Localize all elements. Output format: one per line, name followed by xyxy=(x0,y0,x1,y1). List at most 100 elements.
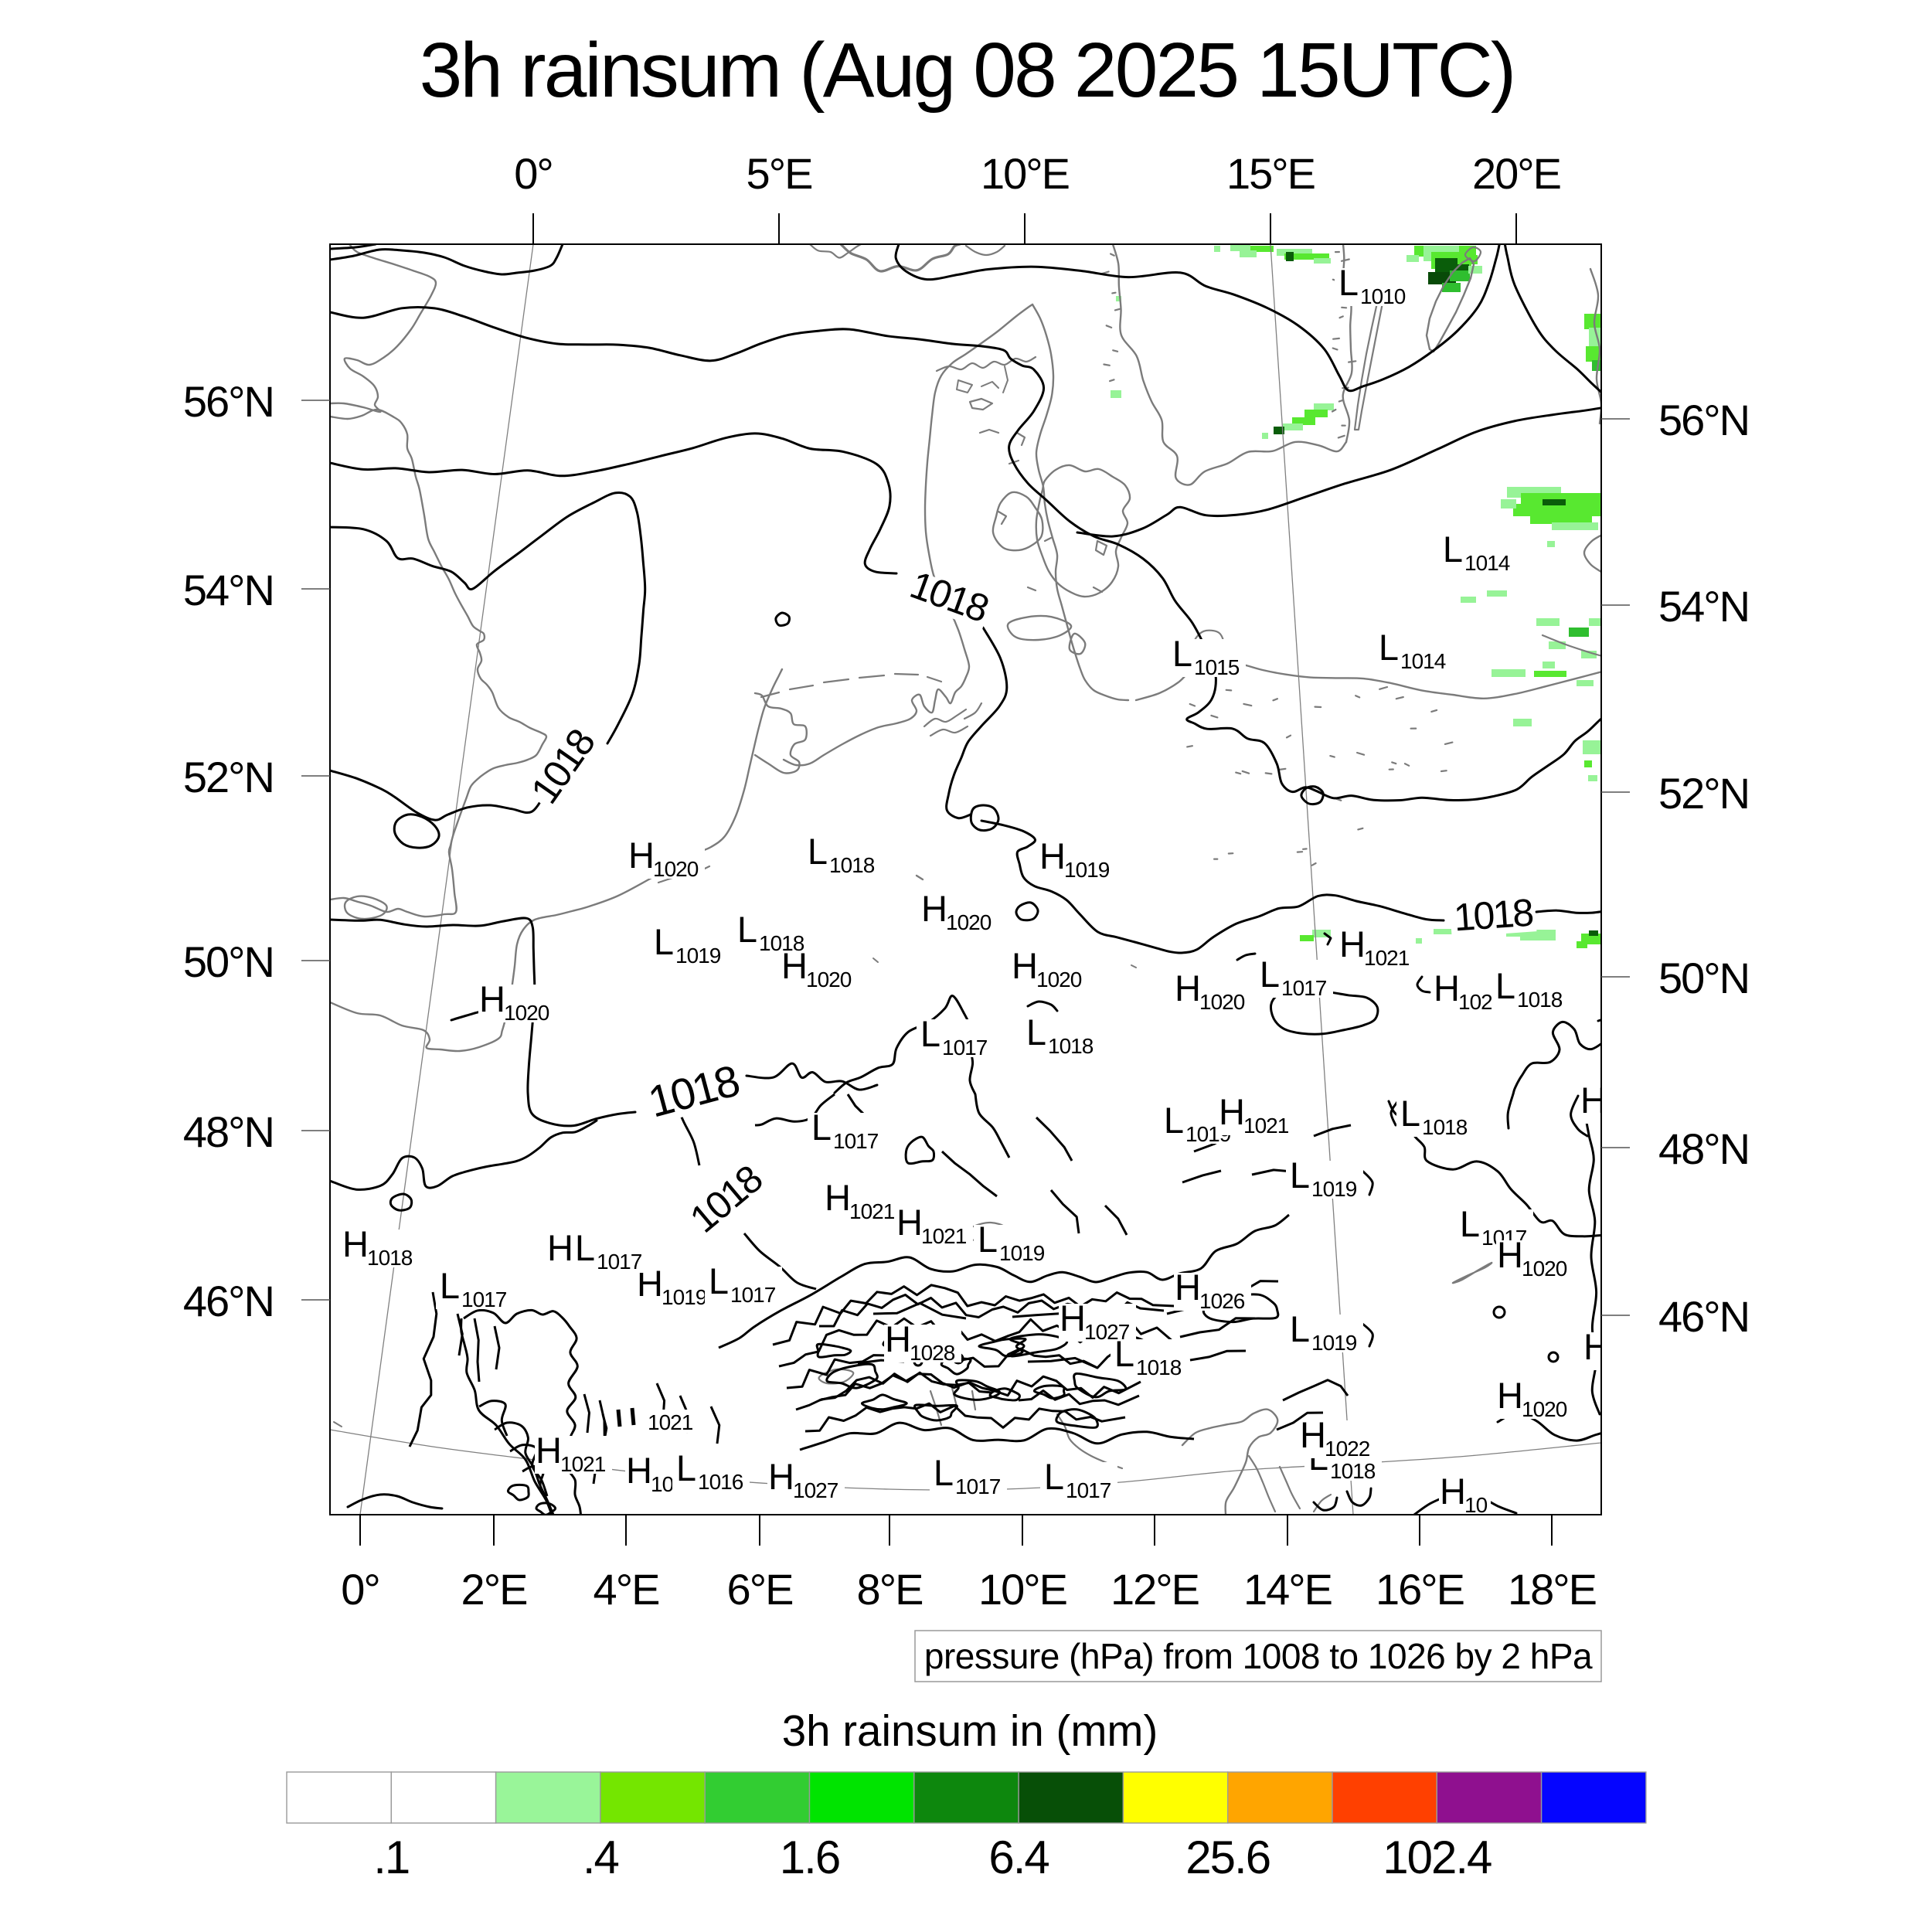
svg-text:5°E: 5°E xyxy=(747,149,812,198)
svg-text:L: L xyxy=(1460,1203,1480,1244)
svg-text:H: H xyxy=(479,978,505,1019)
svg-text:1.6: 1.6 xyxy=(780,1832,839,1883)
svg-text:14°E: 14°E xyxy=(1243,1565,1332,1614)
svg-text:102: 102 xyxy=(1458,990,1492,1014)
svg-text:20°E: 20°E xyxy=(1472,149,1560,198)
svg-text:52°N: 52°N xyxy=(1658,769,1749,818)
svg-text:L: L xyxy=(1400,1093,1420,1134)
svg-text:1018: 1018 xyxy=(1330,1459,1376,1483)
svg-text:H: H xyxy=(768,1456,794,1497)
svg-text:pressure (hPa) from 1008 to 10: pressure (hPa) from 1008 to 1026 by 2 hP… xyxy=(924,1636,1593,1676)
svg-text:1016: 1016 xyxy=(698,1470,743,1494)
svg-text:H: H xyxy=(1583,1326,1610,1367)
svg-text:52°N: 52°N xyxy=(183,753,274,801)
svg-text:6.4: 6.4 xyxy=(988,1832,1049,1883)
svg-text:2°E: 2°E xyxy=(461,1565,527,1614)
svg-text:1020: 1020 xyxy=(504,1001,549,1025)
svg-text:H: H xyxy=(781,945,808,986)
svg-text:50°N: 50°N xyxy=(183,937,274,986)
svg-text:6°E: 6°E xyxy=(727,1565,793,1614)
svg-text:3h rainsum in (mm): 3h rainsum in (mm) xyxy=(782,1706,1158,1755)
svg-text:8°E: 8°E xyxy=(857,1565,923,1614)
svg-text:1022: 1022 xyxy=(1325,1437,1370,1461)
svg-text:56°N: 56°N xyxy=(183,377,274,426)
svg-text:50°N: 50°N xyxy=(1658,954,1749,1002)
svg-text:H: H xyxy=(1300,1414,1326,1455)
svg-text:L: L xyxy=(654,921,674,962)
svg-text:4°E: 4°E xyxy=(594,1565,659,1614)
svg-text:H: H xyxy=(1219,1091,1245,1132)
svg-text:L: L xyxy=(1443,529,1463,570)
svg-text:1021: 1021 xyxy=(849,1199,895,1223)
svg-text:L: L xyxy=(1172,633,1192,674)
svg-text:1018: 1018 xyxy=(759,931,804,955)
svg-text:H: H xyxy=(1497,1234,1523,1275)
svg-text:L: L xyxy=(1290,1155,1310,1196)
svg-text:1014: 1014 xyxy=(1464,551,1510,575)
svg-text:12°E: 12°E xyxy=(1111,1565,1199,1614)
svg-text:L: L xyxy=(1338,262,1359,303)
svg-text:10°E: 10°E xyxy=(981,149,1069,198)
svg-text:1021: 1021 xyxy=(560,1452,606,1476)
svg-text:H: H xyxy=(342,1223,369,1264)
svg-text:10: 10 xyxy=(1464,1493,1488,1517)
svg-text:L: L xyxy=(676,1447,696,1488)
svg-text:1017: 1017 xyxy=(955,1475,1001,1498)
svg-text:1015: 1015 xyxy=(1194,655,1240,679)
svg-text:1017: 1017 xyxy=(1066,1478,1111,1502)
svg-text:102.4: 102.4 xyxy=(1383,1832,1492,1883)
svg-text:1017: 1017 xyxy=(942,1036,988,1060)
svg-text:56°N: 56°N xyxy=(1658,396,1749,444)
svg-text:16°E: 16°E xyxy=(1376,1565,1464,1614)
svg-text:48°N: 48°N xyxy=(183,1107,274,1156)
svg-text:15°E: 15°E xyxy=(1226,149,1315,198)
svg-text:L: L xyxy=(808,831,828,872)
svg-text:1018: 1018 xyxy=(1452,891,1534,940)
svg-text:H: H xyxy=(1339,923,1366,964)
svg-text:1017: 1017 xyxy=(597,1250,642,1274)
svg-text:1026: 1026 xyxy=(1199,1289,1245,1313)
svg-text:3h rainsum (Aug 08 2025 15UTC): 3h rainsum (Aug 08 2025 15UTC) xyxy=(420,27,1515,114)
svg-text:L: L xyxy=(1260,954,1280,995)
svg-text:H: H xyxy=(1039,835,1066,876)
svg-text:1014: 1014 xyxy=(1400,649,1446,673)
svg-text:H: H xyxy=(628,835,655,876)
svg-text:1020: 1020 xyxy=(946,910,992,934)
svg-text:1018: 1018 xyxy=(367,1246,413,1270)
svg-text:1018: 1018 xyxy=(1048,1034,1094,1058)
svg-text:1028: 1028 xyxy=(910,1341,955,1365)
svg-text:54°N: 54°N xyxy=(183,566,274,614)
svg-text:0°: 0° xyxy=(514,149,553,198)
svg-text:1017: 1017 xyxy=(1281,976,1327,1000)
svg-text:H: H xyxy=(547,1227,573,1268)
svg-text:1017: 1017 xyxy=(730,1283,776,1307)
svg-text:1018: 1018 xyxy=(1422,1115,1468,1139)
svg-text:1017: 1017 xyxy=(833,1129,879,1153)
svg-text:1019: 1019 xyxy=(1311,1331,1357,1355)
svg-text:L: L xyxy=(737,909,757,950)
svg-text:H: H xyxy=(1175,1267,1201,1308)
svg-text:10°E: 10°E xyxy=(978,1565,1066,1614)
svg-text:1020: 1020 xyxy=(806,968,852,992)
svg-text:L: L xyxy=(1164,1100,1184,1141)
svg-text:1020: 1020 xyxy=(653,857,699,881)
svg-text:H: H xyxy=(1497,1375,1523,1416)
svg-text:54°N: 54°N xyxy=(1658,582,1749,631)
svg-text:L: L xyxy=(1044,1456,1064,1497)
svg-text:1018: 1018 xyxy=(829,853,875,877)
svg-text:H: H xyxy=(1580,1080,1607,1121)
svg-text:H: H xyxy=(1434,968,1460,1009)
svg-text:L: L xyxy=(978,1219,998,1260)
svg-text:1018: 1018 xyxy=(1517,988,1563,1012)
svg-text:1019: 1019 xyxy=(675,944,721,968)
svg-text:H: H xyxy=(626,1450,652,1491)
svg-text:1019: 1019 xyxy=(1311,1177,1357,1201)
svg-text:1018: 1018 xyxy=(1136,1355,1182,1379)
svg-text:1020: 1020 xyxy=(1199,990,1245,1014)
svg-text:.4: .4 xyxy=(583,1832,619,1883)
svg-text:H: H xyxy=(1175,968,1201,1009)
svg-text:1021: 1021 xyxy=(1243,1114,1289,1138)
svg-text:H: H xyxy=(536,1430,562,1471)
svg-text:1019: 1019 xyxy=(999,1241,1045,1265)
svg-text:.1: .1 xyxy=(373,1832,409,1883)
